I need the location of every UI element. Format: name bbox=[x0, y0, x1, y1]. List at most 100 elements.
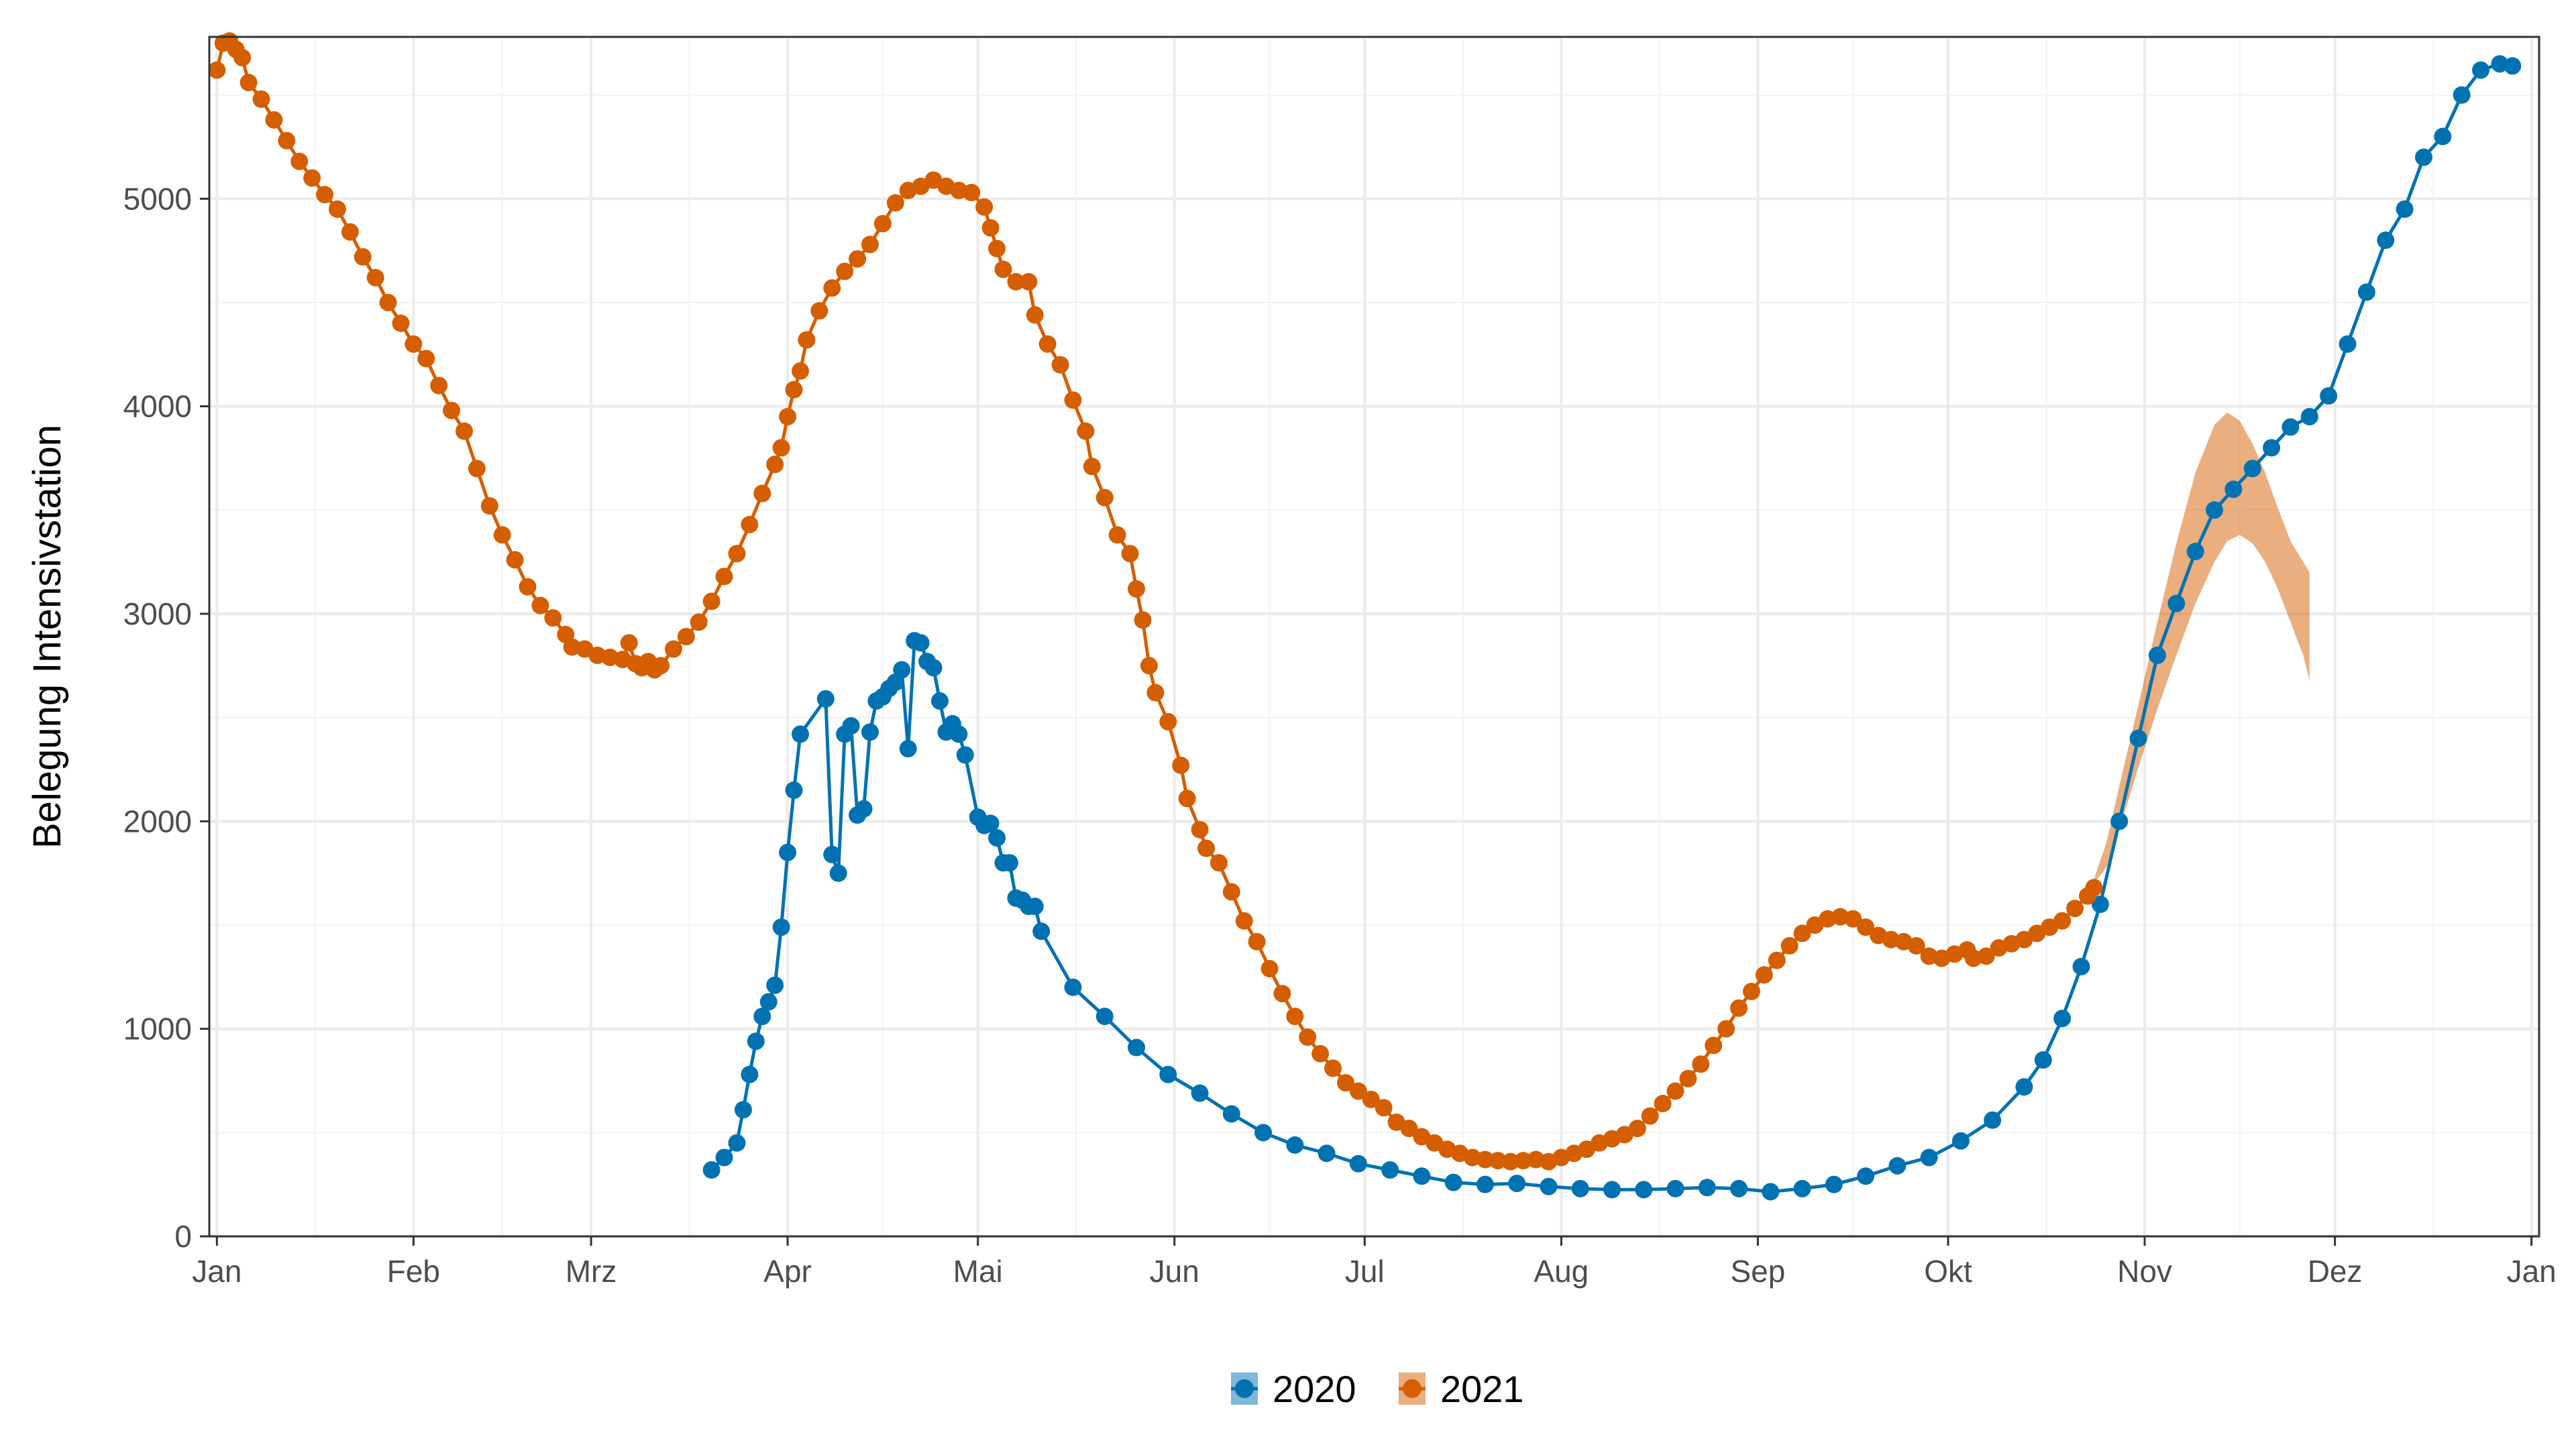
data-point-2020 bbox=[1286, 1136, 1304, 1154]
data-point-2021 bbox=[252, 90, 270, 108]
data-point-2020 bbox=[981, 814, 1000, 833]
data-point-2021 bbox=[690, 613, 708, 631]
data-point-2020 bbox=[715, 1148, 733, 1167]
data-point-2021 bbox=[702, 592, 720, 610]
data-point-2020 bbox=[2434, 127, 2452, 146]
y-tick-label: 0 bbox=[174, 1219, 192, 1254]
data-point-2020 bbox=[2129, 729, 2147, 747]
data-point-2021 bbox=[873, 215, 892, 233]
data-point-2021 bbox=[1178, 790, 1196, 808]
data-point-2021 bbox=[1222, 883, 1240, 901]
data-point-2021 bbox=[1159, 712, 1177, 731]
data-point-2021 bbox=[741, 515, 759, 533]
x-tick-label: Mrz bbox=[566, 1254, 617, 1289]
data-point-2020 bbox=[1793, 1179, 1811, 1197]
y-tick-label: 4000 bbox=[123, 389, 192, 424]
data-point-2021 bbox=[2066, 900, 2084, 918]
data-point-2021 bbox=[1907, 936, 1925, 955]
data-point-2021 bbox=[208, 61, 226, 79]
data-point-2020 bbox=[1026, 898, 1044, 916]
data-point-2021 bbox=[1210, 854, 1228, 872]
data-point-2021 bbox=[2085, 879, 2103, 897]
data-point-2020 bbox=[2504, 57, 2522, 75]
series-line-2021 bbox=[215, 39, 2096, 1164]
data-point-2020 bbox=[1444, 1173, 1462, 1191]
data-point-2020 bbox=[2472, 61, 2490, 79]
data-point-2020 bbox=[1476, 1175, 1494, 1193]
data-point-2020 bbox=[747, 1032, 765, 1051]
data-point-2021 bbox=[278, 131, 296, 150]
data-point-2020 bbox=[829, 864, 847, 882]
data-point-2020 bbox=[1762, 1183, 1780, 1201]
data-point-2020 bbox=[2357, 283, 2375, 301]
data-point-2020 bbox=[924, 659, 943, 677]
data-point-2021 bbox=[1654, 1095, 1672, 1113]
data-point-2020 bbox=[842, 717, 860, 735]
data-point-2021 bbox=[1755, 966, 1773, 984]
data-point-2021 bbox=[1134, 611, 1152, 629]
data-point-2020 bbox=[2453, 86, 2471, 104]
data-point-2021 bbox=[480, 497, 498, 515]
x-tick-label: Jul bbox=[1345, 1254, 1385, 1289]
data-point-2021 bbox=[1248, 932, 1266, 951]
data-point-2021 bbox=[1191, 820, 1209, 839]
data-point-2020 bbox=[1698, 1179, 1716, 1197]
data-point-2021 bbox=[493, 526, 511, 544]
data-point-2021 bbox=[963, 184, 981, 202]
data-point-2021 bbox=[455, 422, 474, 440]
data-point-2020 bbox=[728, 1134, 746, 1152]
data-point-2020 bbox=[2243, 460, 2261, 478]
data-point-2021 bbox=[766, 455, 784, 474]
data-point-2021 bbox=[792, 362, 810, 380]
data-point-2021 bbox=[1235, 912, 1253, 930]
data-point-2020 bbox=[1413, 1167, 1431, 1185]
data-point-2021 bbox=[1336, 1074, 1354, 1092]
data-point-2021 bbox=[1666, 1082, 1684, 1100]
data-point-2020 bbox=[2072, 957, 2090, 975]
data-point-2020 bbox=[1318, 1144, 1336, 1163]
data-point-2020 bbox=[1159, 1065, 1177, 1083]
data-point-2021 bbox=[531, 596, 549, 614]
data-point-2021 bbox=[1476, 1150, 1494, 1169]
data-point-2021 bbox=[1286, 1008, 1304, 1026]
legend-label-2021: 2021 bbox=[1440, 1368, 1524, 1410]
data-point-2021 bbox=[1692, 1055, 1710, 1073]
legend-key-point-2021 bbox=[1403, 1379, 1421, 1398]
data-point-2021 bbox=[430, 376, 448, 394]
data-point-2021 bbox=[519, 578, 537, 596]
x-tick-label: Jan bbox=[2507, 1254, 2557, 1289]
data-point-2021 bbox=[443, 401, 461, 419]
data-point-2021 bbox=[1514, 1152, 1532, 1170]
data-point-2020 bbox=[1128, 1038, 1146, 1057]
data-point-2020 bbox=[702, 1161, 720, 1179]
data-point-2021 bbox=[1121, 545, 1139, 563]
data-point-2021 bbox=[1780, 936, 1799, 955]
data-point-2020 bbox=[741, 1065, 759, 1083]
data-point-2021 bbox=[1273, 985, 1291, 1003]
data-point-2020 bbox=[772, 918, 790, 936]
data-point-2021 bbox=[290, 152, 309, 170]
data-point-2021 bbox=[1077, 422, 1095, 440]
data-point-2020 bbox=[823, 845, 841, 863]
data-point-2021 bbox=[1857, 918, 1875, 936]
data-point-2021 bbox=[772, 439, 790, 457]
data-point-2021 bbox=[303, 169, 321, 187]
data-point-2021 bbox=[988, 239, 1006, 258]
data-point-2021 bbox=[366, 268, 384, 286]
data-point-2021 bbox=[1299, 1028, 1317, 1046]
data-point-2020 bbox=[912, 634, 930, 652]
data-point-2021 bbox=[392, 314, 410, 332]
data-point-2020 bbox=[753, 1008, 771, 1026]
data-point-2020 bbox=[2282, 418, 2300, 436]
axes: Jan Feb Mrz Apr Mai Jun Jul Aug Sep Okt Nov Dez Jan0… bbox=[123, 181, 2557, 1289]
data-point-2020 bbox=[1540, 1177, 1558, 1195]
data-point-2021 bbox=[2053, 912, 2072, 930]
data-point-2021 bbox=[1026, 306, 1044, 324]
data-point-2021 bbox=[1977, 947, 1995, 965]
data-point-2020 bbox=[1920, 1148, 1938, 1167]
data-point-2020 bbox=[816, 690, 835, 708]
data-point-2020 bbox=[2034, 1051, 2052, 1069]
plot-panel-border bbox=[208, 36, 2540, 1238]
data-point-2021 bbox=[1742, 982, 1760, 1000]
data-point-2021 bbox=[1064, 391, 1082, 409]
